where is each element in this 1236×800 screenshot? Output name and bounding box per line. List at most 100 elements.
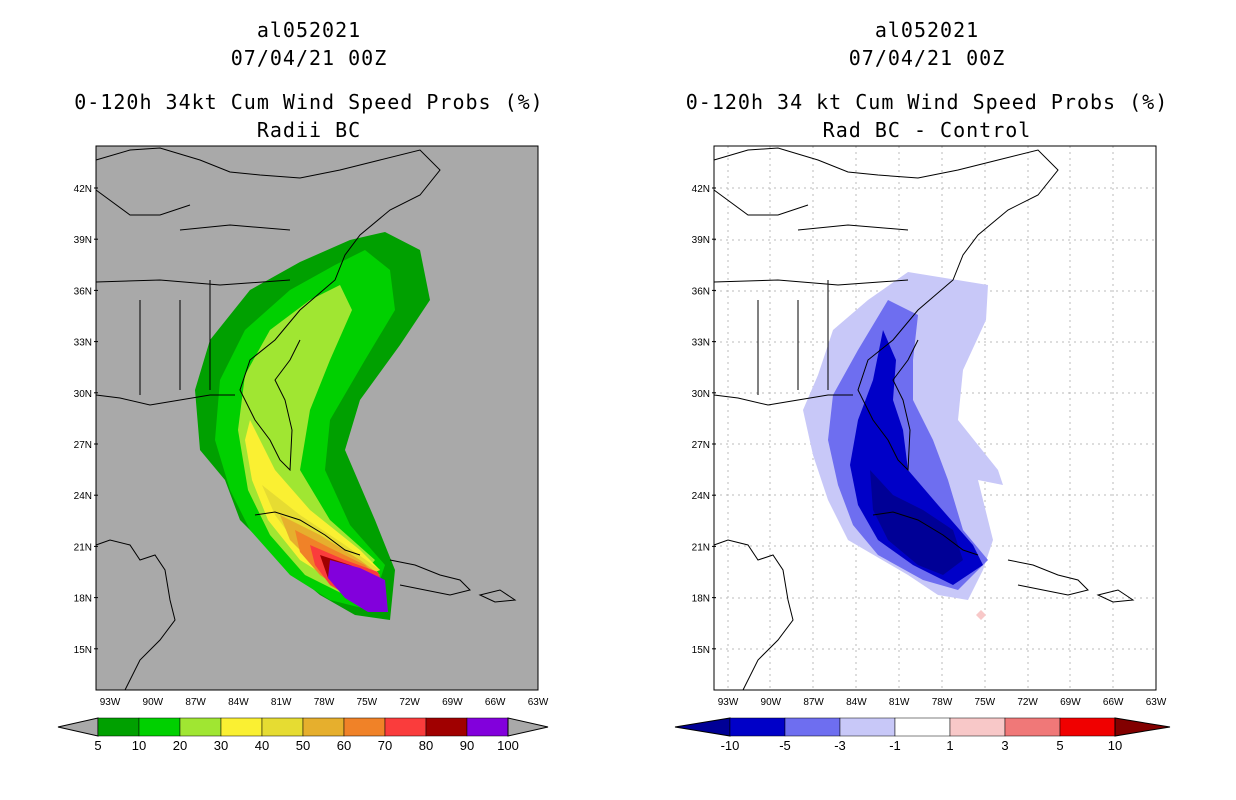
diff-band-minus10 xyxy=(870,470,963,575)
colorbar-box xyxy=(384,717,427,737)
colorbar-box xyxy=(949,717,1006,737)
colorbar-label: -3 xyxy=(834,738,846,753)
colorbar-box xyxy=(97,717,140,737)
right-subtitle: Rad BC - Control xyxy=(822,118,1032,142)
colorbar-box xyxy=(179,717,222,737)
right-title: 0-120h 34 kt Cum Wind Speed Probs (%) xyxy=(685,90,1169,114)
colorbar-label: -10 xyxy=(721,738,740,753)
right-date: 07/04/21 00Z xyxy=(848,46,1006,70)
prob-band-30 xyxy=(245,420,380,585)
colorbar-box xyxy=(343,717,386,737)
lon-label: 87W xyxy=(803,697,824,708)
left-colorbar: 5 10 20 30 40 50 60 70 80 90 100 xyxy=(57,717,549,753)
prob-band-90 xyxy=(328,560,388,612)
lon-label: 72W xyxy=(399,697,420,708)
lat-label: 24N xyxy=(74,491,92,502)
lon-label: 87W xyxy=(185,697,206,708)
colorbar-label: 10 xyxy=(1108,738,1122,753)
colorbar-label: 1 xyxy=(946,738,953,753)
lat-label: 21N xyxy=(692,542,710,553)
left-subtitle: Radii BC xyxy=(256,118,362,142)
lon-label: 81W xyxy=(889,697,910,708)
lon-label: 93W xyxy=(718,697,739,708)
lat-label: 18N xyxy=(74,594,92,605)
lat-label: 30N xyxy=(692,389,710,400)
right-colorbar: -10 -5 -3 -1 1 3 5 10 xyxy=(674,717,1171,753)
lon-label: 93W xyxy=(100,697,121,708)
lat-label: 21N xyxy=(74,542,92,553)
colorbar-label: -5 xyxy=(779,738,791,753)
left-map: 42N 39N 36N 33N 30N 27N 24N 21N 18N 15N 93W 90W 87W… xyxy=(57,145,549,753)
colorbar-label: 20 xyxy=(173,738,187,753)
lat-label: 36N xyxy=(692,286,710,297)
lon-label: 78W xyxy=(314,697,335,708)
left-storm-id: al052021 xyxy=(256,18,362,42)
colorbar-label: 80 xyxy=(419,738,433,753)
colorbar-box xyxy=(261,717,304,737)
colorbar-label: 100 xyxy=(497,738,519,753)
lon-label: 84W xyxy=(228,697,249,708)
colorbar-label: 5 xyxy=(1056,738,1063,753)
colorbar-label: 30 xyxy=(214,738,228,753)
lat-label: 27N xyxy=(692,440,710,451)
lon-label: 75W xyxy=(975,697,996,708)
colorbar-label: 70 xyxy=(378,738,392,753)
colorbar-box xyxy=(220,717,263,737)
lat-label: 36N xyxy=(74,286,92,297)
right-map: 42N 39N 36N 33N 30N 27N 24N 21N 18N 15N 93W 90W 87W… xyxy=(674,145,1171,753)
lat-label: 24N xyxy=(692,491,710,502)
lat-label: 39N xyxy=(692,235,710,246)
left-date: 07/04/21 00Z xyxy=(230,46,388,70)
lat-label: 42N xyxy=(692,184,710,195)
lat-label: 30N xyxy=(74,389,92,400)
lon-label: 69W xyxy=(442,697,463,708)
colorbar-box xyxy=(425,717,468,737)
right-panel: al052021 07/04/21 00Z 0-120h 34 kt Cum W… xyxy=(618,0,1236,800)
lat-label: 15N xyxy=(692,645,710,656)
lat-label: 33N xyxy=(74,338,92,349)
lon-label: 66W xyxy=(1103,697,1124,708)
lon-label: 90W xyxy=(143,697,164,708)
colorbar-label: 10 xyxy=(132,738,146,753)
colorbar-box xyxy=(138,717,181,737)
lon-label: 78W xyxy=(932,697,953,708)
lon-label: 66W xyxy=(485,697,506,708)
lon-label: 63W xyxy=(528,697,549,708)
lat-label: 18N xyxy=(692,594,710,605)
lat-label: 33N xyxy=(692,338,710,349)
colorbar-label: 3 xyxy=(1001,738,1008,753)
left-title: 0-120h 34kt Cum Wind Speed Probs (%) xyxy=(74,90,544,114)
colorbar-label: 50 xyxy=(296,738,310,753)
colorbar-low-triangle xyxy=(57,717,99,737)
lat-label: 15N xyxy=(74,645,92,656)
lat-label: 27N xyxy=(74,440,92,451)
colorbar-box xyxy=(302,717,345,737)
colorbar-box xyxy=(466,717,509,737)
lon-label: 63W xyxy=(1146,697,1167,708)
right-storm-id: al052021 xyxy=(874,18,980,42)
colorbar-label: 5 xyxy=(94,738,101,753)
colorbar-high-triangle xyxy=(507,717,549,737)
colorbar-label: 60 xyxy=(337,738,351,753)
colorbar-low-triangle xyxy=(674,717,731,737)
colorbar-box xyxy=(839,717,896,737)
lon-label: 81W xyxy=(271,697,292,708)
lon-label: 69W xyxy=(1060,697,1081,708)
left-panel: al052021 07/04/21 00Z 0-120h 34kt Cum Wi… xyxy=(57,18,549,753)
colorbar-label: -1 xyxy=(889,738,901,753)
lon-label: 72W xyxy=(1017,697,1038,708)
lon-label: 90W xyxy=(761,697,782,708)
colorbar-box xyxy=(1059,717,1116,737)
colorbar-box xyxy=(894,717,951,737)
diff-positive-dot xyxy=(976,610,986,620)
lon-label: 75W xyxy=(357,697,378,708)
lat-label: 42N xyxy=(74,184,92,195)
colorbar-label: 90 xyxy=(460,738,474,753)
lat-label: 39N xyxy=(74,235,92,246)
lon-label: 84W xyxy=(846,697,867,708)
colorbar-high-triangle xyxy=(1114,717,1171,737)
colorbar-label: 40 xyxy=(255,738,269,753)
colorbar-box xyxy=(784,717,841,737)
colorbar-box xyxy=(1004,717,1061,737)
colorbar-box xyxy=(729,717,786,737)
